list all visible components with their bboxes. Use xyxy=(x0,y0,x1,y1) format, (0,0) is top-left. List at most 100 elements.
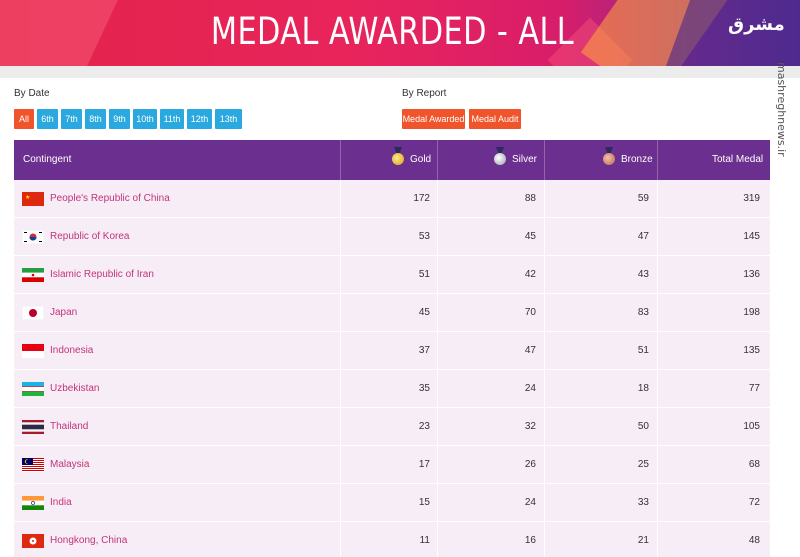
total-count: 319 xyxy=(743,193,760,204)
bronze-count: 51 xyxy=(637,345,649,356)
column-divider xyxy=(657,218,658,256)
table-row: Uzbekistan 35 24 18 77 xyxy=(14,370,770,408)
date-filter-6th-button[interactable]: 6th xyxy=(37,109,58,129)
page-title: MEDAL AWARDED - ALL xyxy=(210,10,575,53)
country-link[interactable]: Indonesia xyxy=(50,345,94,356)
iran-flag-icon xyxy=(22,268,44,282)
total-medal-header[interactable]: Total Medal xyxy=(712,154,764,165)
country-link[interactable]: People's Republic of China xyxy=(50,193,170,204)
bronze-medal-icon xyxy=(603,153,615,165)
bronze-header[interactable]: Bronze xyxy=(621,154,653,165)
column-divider xyxy=(437,408,438,446)
column-divider xyxy=(657,484,658,522)
date-filter-11th-button[interactable]: 11th xyxy=(160,109,184,129)
column-divider xyxy=(437,256,438,294)
table-row: India 15 24 33 72 xyxy=(14,484,770,522)
column-divider xyxy=(657,332,658,370)
gold-count: 23 xyxy=(418,421,430,432)
gold-count: 51 xyxy=(418,269,430,280)
date-filter-8th-button[interactable]: 8th xyxy=(85,109,106,129)
by-date-label: By Date xyxy=(14,88,50,99)
korea-flag-icon xyxy=(22,230,44,244)
bronze-count: 18 xyxy=(637,383,649,394)
column-divider xyxy=(544,256,545,294)
thailand-flag-icon xyxy=(22,420,44,434)
column-divider xyxy=(657,294,658,332)
country-link[interactable]: Islamic Republic of Iran xyxy=(50,269,154,280)
country-link[interactable]: Malaysia xyxy=(50,459,90,470)
date-filter-12th-button[interactable]: 12th xyxy=(187,109,212,129)
gold-count: 11 xyxy=(419,535,430,546)
medal-audit-button[interactable]: Medal Audit xyxy=(469,109,521,129)
silver-count: 24 xyxy=(524,383,536,394)
column-divider xyxy=(340,370,341,408)
table-row: Republic of Korea 53 45 47 145 xyxy=(14,218,770,256)
date-filter-9th-button[interactable]: 9th xyxy=(109,109,130,129)
bronze-count: 25 xyxy=(637,459,649,470)
column-divider xyxy=(657,180,658,218)
bronze-count: 33 xyxy=(637,497,649,508)
column-divider xyxy=(340,180,341,218)
column-divider xyxy=(657,140,658,180)
malaysia-flag-icon xyxy=(22,458,44,472)
column-divider xyxy=(437,294,438,332)
column-divider xyxy=(437,218,438,256)
country-link[interactable]: Japan xyxy=(50,307,78,318)
silver-count: 26 xyxy=(524,459,536,470)
uzbekistan-flag-icon xyxy=(22,382,44,396)
gold-count: 45 xyxy=(418,307,430,318)
column-divider xyxy=(544,218,545,256)
country-link[interactable]: Uzbekistan xyxy=(50,383,100,394)
date-filter-13th-button[interactable]: 13th xyxy=(215,109,242,129)
bronze-count: 59 xyxy=(637,193,649,204)
column-divider xyxy=(544,180,545,218)
svg-text:★: ★ xyxy=(25,194,30,201)
column-divider xyxy=(657,370,658,408)
country-link[interactable]: Republic of Korea xyxy=(50,231,130,242)
silver-count: 88 xyxy=(524,193,536,204)
table-row: Japan 45 70 83 198 xyxy=(14,294,770,332)
column-divider xyxy=(340,332,341,370)
page-banner: MEDAL AWARDED - ALL مشرق xyxy=(0,0,800,66)
china-flag-icon: ★ xyxy=(22,192,44,206)
banner-divider xyxy=(0,66,800,78)
column-divider xyxy=(657,522,658,557)
silver-count: 24 xyxy=(524,497,536,508)
watermark-site: mashreghnews.ir xyxy=(775,62,788,157)
column-divider xyxy=(437,522,438,557)
country-link[interactable]: Thailand xyxy=(50,421,89,432)
silver-count: 47 xyxy=(524,345,536,356)
silver-count: 45 xyxy=(524,231,536,242)
column-divider xyxy=(437,484,438,522)
column-divider xyxy=(657,446,658,484)
column-divider xyxy=(340,256,341,294)
column-divider xyxy=(437,180,438,218)
column-divider xyxy=(544,332,545,370)
column-divider xyxy=(340,446,341,484)
table-row: Thailand 23 32 50 105 xyxy=(14,408,770,446)
gold-header[interactable]: Gold xyxy=(410,154,432,165)
column-divider xyxy=(340,294,341,332)
total-count: 135 xyxy=(743,345,760,356)
column-divider xyxy=(657,256,658,294)
column-divider xyxy=(544,370,545,408)
bronze-count: 21 xyxy=(637,535,649,546)
country-link[interactable]: Hongkong, China xyxy=(50,535,128,546)
column-divider xyxy=(340,218,341,256)
table-body: ★ People's Republic of China 172 88 59 319 Rep… xyxy=(14,180,770,557)
total-count: 68 xyxy=(748,459,760,470)
total-count: 198 xyxy=(743,307,760,318)
bronze-count: 43 xyxy=(637,269,649,280)
date-filter-10th-button[interactable]: 10th xyxy=(133,109,157,129)
date-filter-all-button[interactable]: All xyxy=(14,109,34,129)
column-divider xyxy=(657,408,658,446)
date-filter-7th-button[interactable]: 7th xyxy=(61,109,82,129)
silver-header[interactable]: Silver xyxy=(512,154,538,165)
gold-count: 53 xyxy=(418,231,430,242)
medal-table: Contingent Gold Silver Bronze Total Meda… xyxy=(14,140,770,557)
country-link[interactable]: India xyxy=(50,497,72,508)
contingent-header[interactable]: Contingent xyxy=(23,154,72,165)
medal-awarded-button[interactable]: Medal Awarded xyxy=(402,109,465,129)
bronze-count: 83 xyxy=(637,307,649,318)
bronze-count: 47 xyxy=(637,231,649,242)
